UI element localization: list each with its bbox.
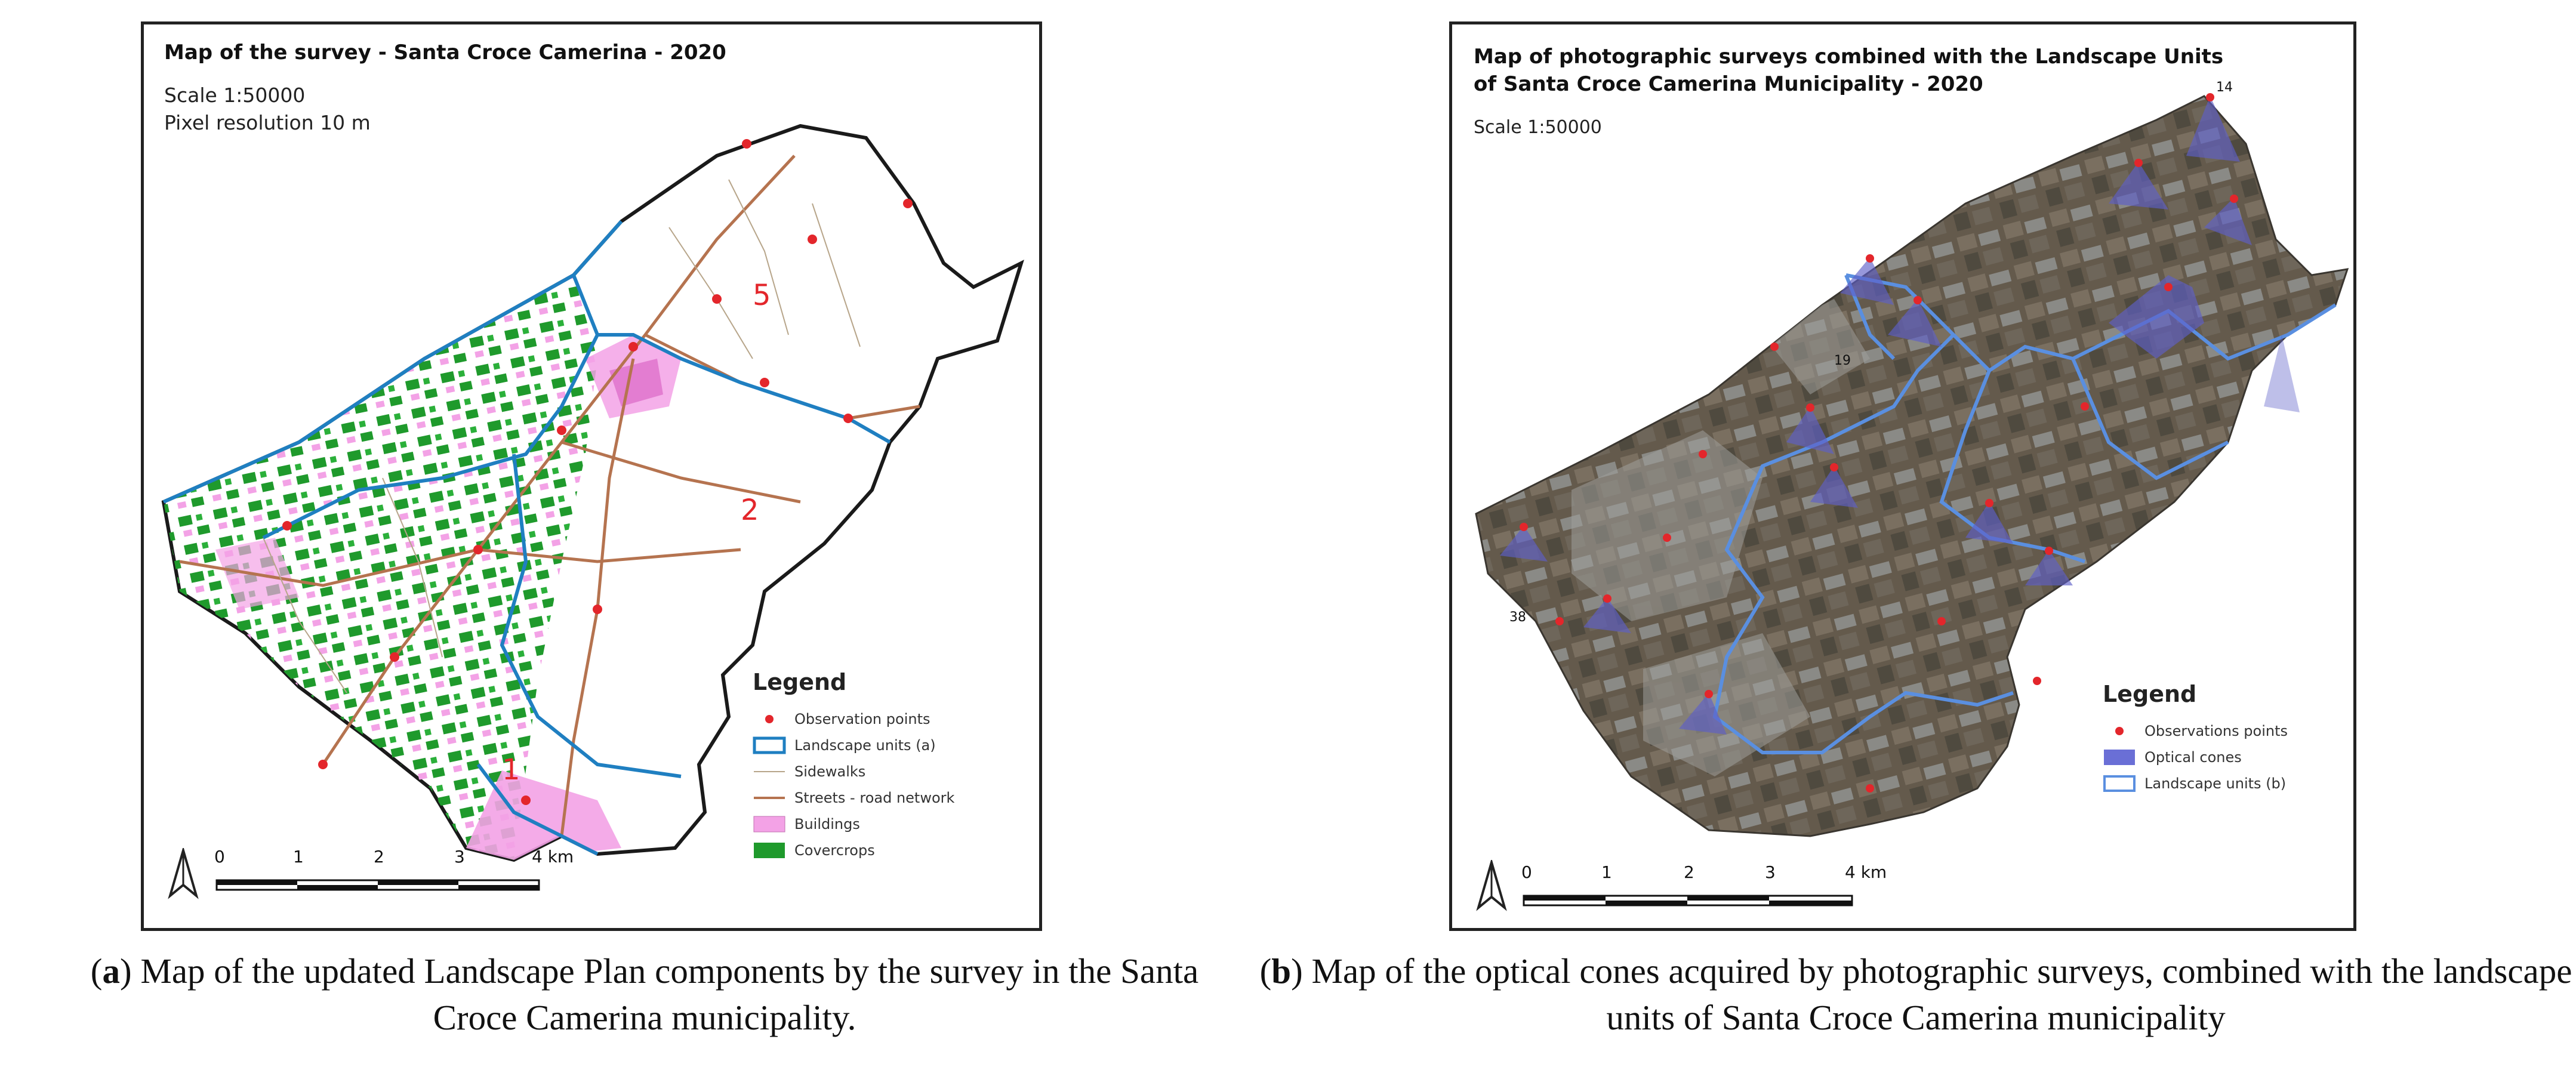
thin-line-icon (753, 763, 786, 781)
scale-bar (1523, 890, 1869, 917)
legend-item-optical-cones: Optical cones (2103, 744, 2288, 770)
legend-item-covercrops: Covercrops (753, 837, 954, 864)
north-arrow-icon (1474, 858, 1509, 917)
landscape-unit-label-5: 5 (753, 279, 771, 312)
north-arrow-icon (165, 846, 201, 905)
scale-tick-label: 4 km (1845, 862, 1887, 882)
landscape-unit-label-1: 1 (502, 753, 520, 787)
observation-points (282, 139, 913, 805)
landscape-unit-label-2: 2 (741, 494, 759, 527)
point-label: 38 (1509, 610, 1526, 625)
scale-tick-label: 0 (214, 847, 225, 867)
figure-caption-a: (a) Map of the updated Landscape Plan co… (90, 951, 1199, 1037)
optical-cones (1500, 96, 2300, 735)
point-label: 14 (2216, 80, 2233, 95)
legend-item-observation-points: Observation points (753, 706, 954, 732)
legend: Legend Observation points Landscape unit… (753, 669, 954, 864)
landuse-layer (164, 275, 681, 860)
legend-item-sidewalks: Sidewalks (753, 758, 954, 785)
scale-tick-label: 3 (1765, 862, 1776, 882)
blue-outline-box-icon (753, 736, 786, 754)
map-panel-survey: Map of the survey - Santa Croce Camerina… (141, 21, 1042, 931)
map-scale-text: Scale 1:50000 (1474, 117, 1602, 138)
caption-letter: b (1271, 951, 1292, 991)
legend-item-landscape-units: Landscape units (b) (2103, 770, 2288, 797)
green-box-icon (753, 841, 786, 859)
legend-title: Legend (753, 669, 847, 695)
scale-tick-label: 2 (1684, 862, 1694, 882)
point-label: 19 (1834, 353, 1851, 368)
purple-box-icon (2103, 748, 2136, 766)
legend-title: Legend (2103, 681, 2197, 707)
scale-tick-label: 3 (454, 847, 465, 867)
blue-outline-box-icon (2103, 775, 2136, 793)
scale-bar (215, 872, 550, 899)
legend-item-observation-points: Observations points (2103, 718, 2288, 744)
satellite-map: 14 19 38 (1475, 80, 2349, 837)
red-dot-icon (2103, 722, 2136, 740)
scale-tick-label: 1 (1601, 862, 1612, 882)
red-dot-icon (753, 710, 786, 728)
legend-item-landscape-units: Landscape units (a) (753, 732, 954, 758)
map-title: Map of the survey - Santa Croce Camerina… (164, 41, 726, 64)
caption-letter: a (102, 951, 120, 991)
scale-tick-label: 2 (374, 847, 384, 867)
map-title-line-2: of Santa Croce Camerina Municipality - 2… (1474, 72, 1983, 96)
sidewalks-layer (263, 179, 861, 693)
map-panel-photographic-surveys: Map of photographic surveys combined wit… (1449, 21, 2356, 931)
map-title-line-1: Map of photographic surveys combined wit… (1474, 45, 2224, 69)
legend-item-streets: Streets - road network (753, 785, 954, 811)
map-resolution-text: Pixel resolution 10 m (164, 111, 371, 134)
figure-caption-b: (b) Map of the optical cones acquired by… (1259, 951, 2572, 1037)
observation-points (1520, 93, 2238, 793)
legend-item-buildings: Buildings (753, 811, 954, 837)
caption-text: Map of the optical cones acquired by pho… (1302, 951, 2572, 1037)
municipality-map: 5 2 1 (161, 124, 1024, 862)
caption-text: Map of the updated Landscape Plan compon… (131, 951, 1199, 1037)
scale-tick-label: 4 km (532, 847, 574, 867)
scale-tick-label: 1 (293, 847, 304, 867)
scale-tick-label: 0 (1521, 862, 1532, 882)
legend: Legend Observations points Optical cones… (2103, 681, 2288, 797)
map-scale-text: Scale 1:50000 (164, 84, 306, 107)
line-icon (753, 789, 786, 807)
pink-box-icon (753, 815, 786, 833)
